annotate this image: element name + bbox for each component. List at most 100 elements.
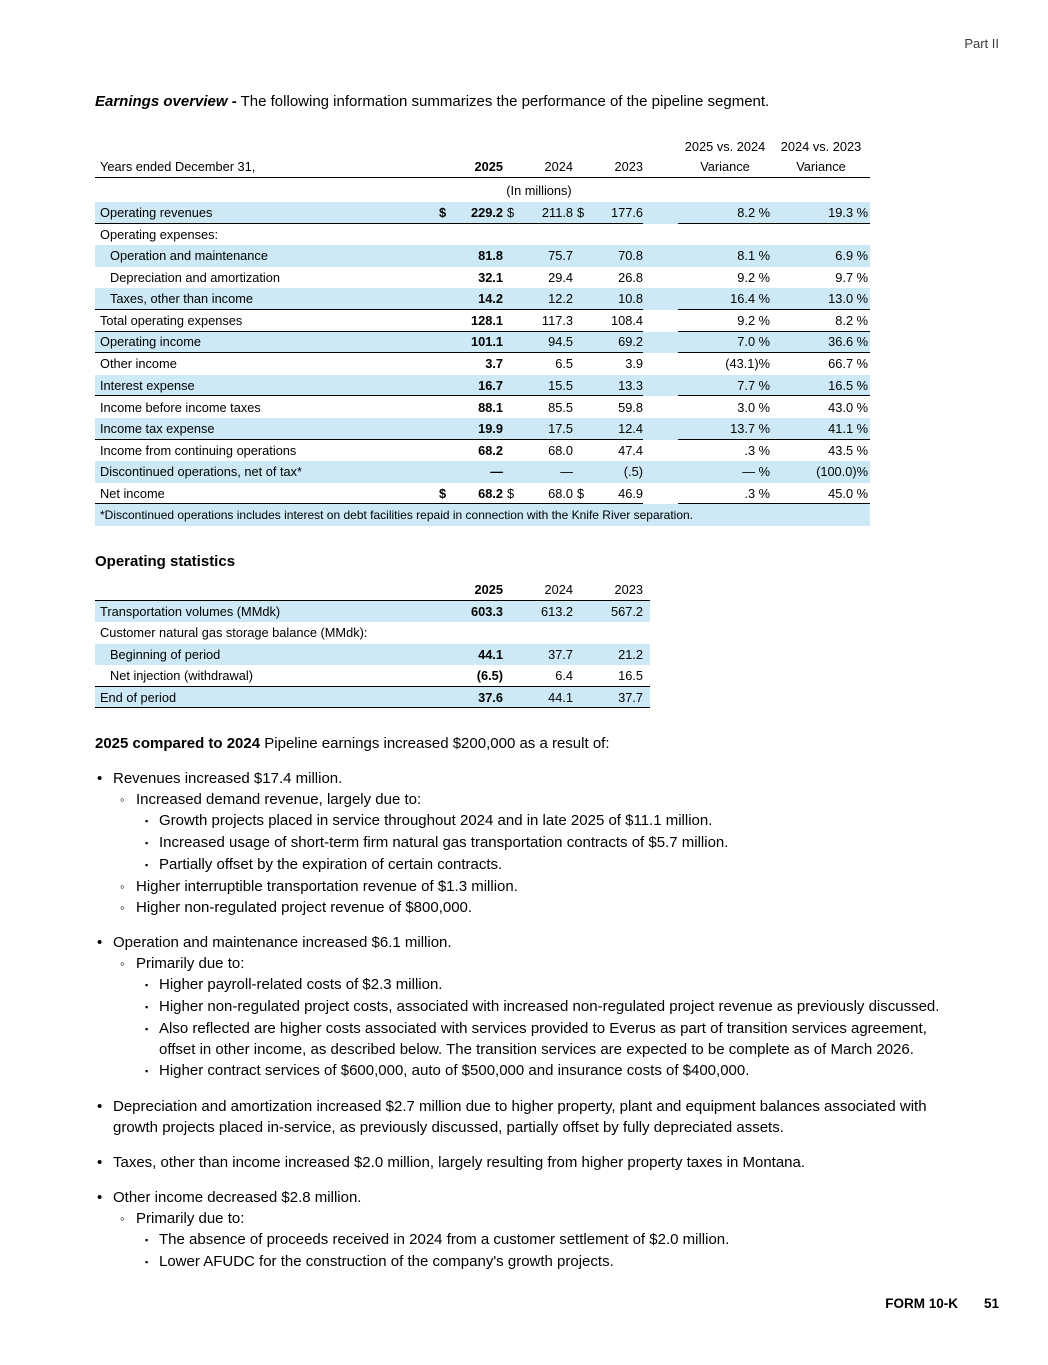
units-note-row: (In millions) [95,178,870,202]
form-label: FORM 10-K [885,1296,958,1311]
cell-d3 [573,440,595,462]
cell-v1: 44.1 [478,646,503,662]
cell-v1 [435,622,503,644]
cell-d2: $ [503,483,525,505]
cell-v2: 29.4 [548,270,573,286]
cell-d2 [503,396,525,418]
cell-d2: $ [503,202,525,224]
cell-v1: 3.7 [485,356,503,372]
earnings-row: Operation and maintenance 81.8 75.7 70.8 8.1… [95,245,870,267]
bullet-marker-icon: • [97,1098,103,1116]
cell-d3 [573,353,595,375]
bullet-item: ◦ Higher non-regulated project revenue of… [95,897,963,918]
cell-v2: — [560,464,573,480]
cell-d1 [435,267,455,289]
bullet-marker-icon: ▪ [145,1257,149,1268]
bullet-item: • Revenues increased $17.4 million. [95,768,963,789]
row-label-header: Years ended December 31, [95,156,435,178]
cell-v3: 108.4 [595,310,643,332]
stats-col-header-2024: 2024 [503,579,573,601]
bullet-item: ▪ Higher non-regulated project costs, ass… [95,996,963,1018]
cell-v2: 75.7 [548,248,573,264]
row-label: End of period [95,687,435,709]
cell-d2 [503,332,525,354]
bullet-text: Higher interruptible transportation reve… [136,878,518,896]
page-footer: FORM 10-K 51 [885,1296,999,1311]
cell-v1: — [490,464,503,480]
row-label: Income tax expense [95,418,435,440]
bullet-item: • Operation and maintenance increased $6.… [95,932,963,953]
bullet-marker-icon: ▪ [145,1235,149,1246]
row-label: Taxes, other than income [95,288,435,310]
comparison-intro: 2025 compared to 2024 Pipeline earnings … [95,733,963,754]
cell-v2: 44.1 [503,687,573,709]
earnings-row: Income before income taxes 88.1 85.5 59.8 3.… [95,396,870,418]
commentary-bullets: • Revenues increased $17.4 million. ◦ Incre… [95,768,963,1273]
cell-var1: 7.7 % [678,375,772,397]
comparison-intro-text: Pipeline earnings increased $200,000 as … [264,735,610,753]
cell-var2: 41.1 % [772,418,870,440]
cell-var1: .3 % [744,442,770,458]
bullet-text: Taxes, other than income increased $2.0 … [113,1154,806,1172]
bullet-item: ▪ Partially offset by the expiration of c… [95,854,963,876]
cell-v2: 6.4 [503,665,573,687]
bullet-text: Lower AFUDC for the construction of the … [159,1253,614,1271]
bullet-text: Depreciation and amortization increased … [113,1098,927,1137]
row-label: Other income [100,356,177,372]
earnings-table: 2025 vs. 2024 2024 vs. 2023 Years ended … [95,136,870,526]
bullet-item: ◦ Primarily due to: [95,1208,963,1229]
bullet-group: • Other income decreased $2.8 million. ◦ Pr… [95,1187,963,1273]
cell-var1: 9.2 % [737,270,770,286]
cell-v2: 17.5 [525,418,573,440]
cell-d2 [503,440,525,462]
cell-d3: $ [573,483,595,505]
cell-var1: .3 % [678,483,772,505]
cell-v3: 26.8 [618,270,643,286]
cell-var1: 3.0 % [737,399,770,415]
bullet-text: The absence of proceeds received in 2024… [159,1231,730,1249]
earnings-table-header-row: Years ended December 31, 2025 2024 2023 … [95,156,870,178]
bullet-item: ◦ Higher interruptible transportation rev… [95,876,963,897]
bullet-marker-icon: • [97,1189,103,1207]
cell-v1: 14.2 [455,288,503,310]
bullet-text: Increased usage of short-term firm natur… [159,834,729,852]
cell-v1: 68.2 [455,483,503,505]
cell-var2: 19.3 % [772,202,870,224]
cell-d3 [573,396,595,418]
bullet-text: Primarily due to: [136,1210,245,1228]
section-heading-lead: Earnings overview - [95,93,237,110]
cell-v1: (6.5) [435,665,503,687]
cell-v1: 88.1 [478,399,503,415]
stats-table-header-row: 2025 2024 2023 [95,579,650,601]
row-label: Operation and maintenance [110,248,268,264]
bullet-text: Higher contract services of $600,000, au… [159,1062,750,1080]
bullet-item: ▪ Growth projects placed in service throu… [95,810,963,832]
earnings-row: Operating income 101.1 94.5 69.2 7.0 % 36.6 % [95,331,870,354]
variance-group-header-2: 2024 vs. 2023 [780,138,862,154]
cell-d1 [435,440,455,462]
earnings-row: Total operating expenses 128.1 117.3 108.4 9… [95,310,870,332]
earnings-row: Operating expenses: [95,224,870,246]
cell-var2: 16.5 % [772,375,870,397]
row-label: Beginning of period [110,646,221,662]
cell-d3 [573,288,595,310]
cell-v2: 68.0 [525,483,573,505]
col-header-2024: 2024 [525,156,573,178]
cell-var2: 45.0 % [772,483,870,505]
footnote-text: *Discontinued operations includes intere… [100,507,694,522]
bullet-item: • Depreciation and amortization increased… [95,1096,963,1138]
cell-d3 [573,461,595,483]
cell-var2: 43.0 % [828,399,868,415]
table-footnote-row: *Discontinued operations includes intere… [95,504,870,526]
cell-d1: $ [435,483,455,505]
earnings-row: Other income 3.7 6.5 3.9 (43.1)% 66.7 % [95,353,870,375]
row-label: Operating expenses: [100,226,219,242]
cell-v2: 15.5 [525,375,573,397]
stats-table: 2025 2024 2023 Transportation volumes (M… [95,579,650,709]
row-label: Net income [95,483,435,505]
bullet-text: Growth projects placed in service throug… [159,812,713,830]
cell-v2: 68.0 [548,442,573,458]
cell-d2 [503,353,525,375]
stats-row: End of period 37.6 44.1 37.7 [95,686,650,709]
cell-d3 [573,310,595,332]
